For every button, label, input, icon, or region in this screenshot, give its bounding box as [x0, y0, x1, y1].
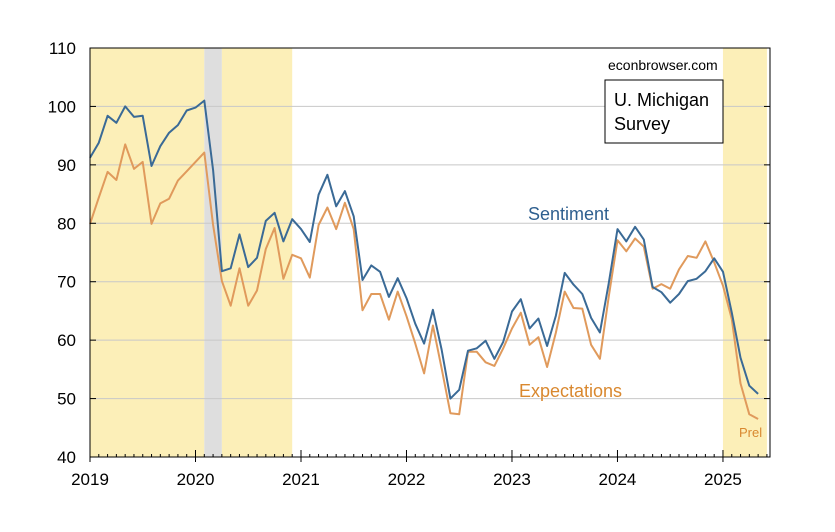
- y-axis-ticks: 40 50 60 70 80 90 100 110: [48, 39, 770, 467]
- title-box: U. Michigan Survey: [604, 79, 724, 144]
- shaded-period-1: [204, 48, 222, 457]
- shaded-periods: [90, 48, 767, 457]
- title-box-line1: U. Michigan: [614, 90, 709, 110]
- prel-label: Prel: [739, 425, 762, 440]
- y-tick-label: 80: [57, 214, 76, 233]
- x-axis-ticks: 2019 2020 2021 2022 2023 2024 2025: [71, 450, 768, 489]
- x-tick-label: 2020: [177, 470, 215, 489]
- x-tick-label: 2022: [388, 470, 426, 489]
- y-tick-label: 110: [49, 39, 76, 58]
- plot-frame: [89, 47, 771, 458]
- shaded-period-2: [221, 48, 293, 457]
- x-tick-label: 2025: [704, 470, 742, 489]
- y-tick-label: 70: [57, 273, 76, 292]
- y-tick-label: 60: [57, 331, 76, 350]
- y-tick-label: 90: [57, 156, 76, 175]
- y-tick-label: 100: [48, 97, 76, 116]
- expectations-label: Expectations: [519, 381, 622, 401]
- x-tick-label: 2021: [282, 470, 320, 489]
- x-tick-label: 2023: [493, 470, 531, 489]
- series-line-sentiment: [89, 99, 759, 400]
- x-tick-label: 2019: [71, 470, 109, 489]
- x-tick-label: 2024: [599, 470, 637, 489]
- series-lines: [89, 99, 759, 420]
- y-tick-label: 50: [57, 390, 76, 409]
- y-tick-label: 40: [57, 448, 76, 467]
- watermark: econbrowser.com: [608, 57, 718, 73]
- shaded-period-3: [722, 48, 767, 457]
- sentiment-label: Sentiment: [528, 204, 609, 224]
- title-box-line2: Survey: [614, 114, 670, 134]
